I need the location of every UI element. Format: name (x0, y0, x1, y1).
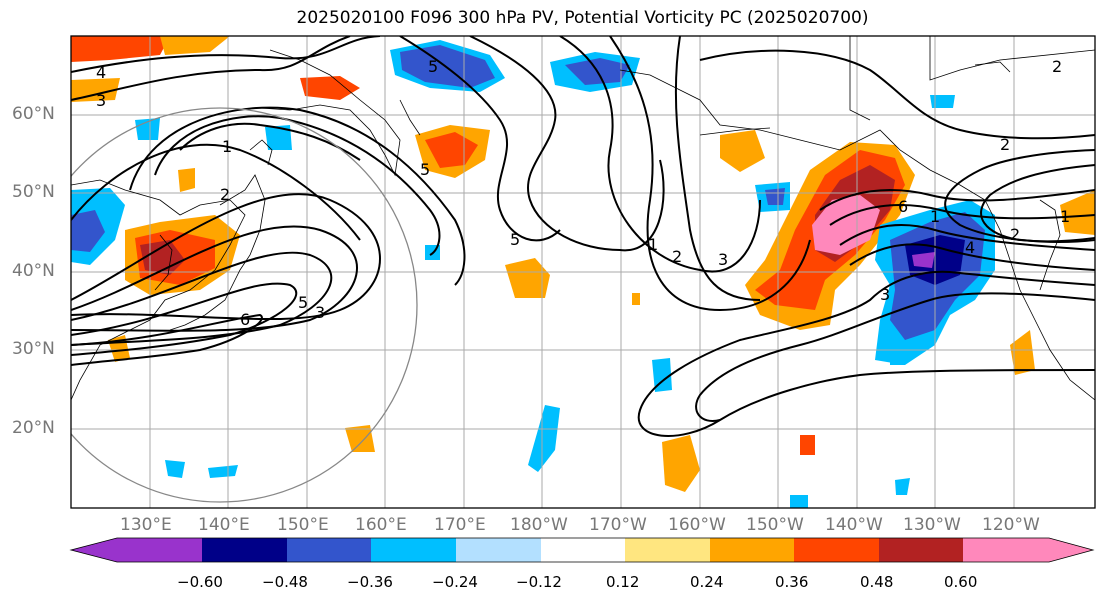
contour-label: 2 (1052, 57, 1062, 76)
colorbar-extend-max (1049, 538, 1093, 562)
colorbar-segments (71, 538, 1093, 562)
colorbar-extend-min (71, 538, 117, 562)
lon-label: 120°W (982, 515, 1040, 535)
contour-label: 4 (965, 238, 975, 257)
contour-label: 2 (672, 247, 682, 266)
colorbar-tick-label: 0.36 (775, 573, 809, 591)
colorbar-segment (963, 538, 1050, 562)
pv-map: 4 3 1 2 5 5 5 1 2 3 6 5 3 2 6 1 2 1 4 3 … (70, 35, 1096, 509)
contour-label: 1 (222, 137, 232, 156)
colorbar-segment (625, 538, 711, 562)
lon-label: 180°W (510, 515, 568, 535)
colorbar-segment (456, 538, 542, 562)
colorbar-tick-label: −0.36 (347, 573, 393, 591)
lat-label: 50°N (12, 182, 55, 202)
lon-label: 160°W (668, 515, 726, 535)
contour-label: 3 (315, 303, 325, 322)
colorbar-segment (710, 538, 795, 562)
colorbar-tick-label: −0.60 (177, 573, 223, 591)
coastlines (71, 36, 1095, 401)
pv-contours (71, 36, 1095, 437)
colorbar-tick-label: 0.24 (690, 573, 724, 591)
contour-label: 4 (96, 63, 106, 82)
lat-label: 60°N (12, 104, 55, 124)
contour-label: 5 (298, 293, 308, 312)
contour-label: 3 (96, 91, 106, 110)
lat-label: 20°N (12, 418, 55, 438)
colorbar-segment (879, 538, 964, 562)
lat-label: 40°N (12, 261, 55, 281)
lon-label: 170°W (589, 515, 647, 535)
colorbar-segment (794, 538, 880, 562)
colorbar-outline (69, 537, 1095, 563)
contour-label: 2 (220, 185, 230, 204)
reference-ring (71, 107, 418, 503)
contour-label: 6 (898, 197, 908, 216)
contour-label: 2 (1010, 225, 1020, 244)
lon-label: 140°W (825, 515, 883, 535)
contour-label: 1 (648, 235, 658, 254)
contour-label: 6 (240, 310, 250, 329)
colorbar-segment (371, 538, 457, 562)
contour-label: 1 (1060, 207, 1070, 226)
colorbar-tick-label: −0.12 (516, 573, 562, 591)
lon-label: 130°E (120, 515, 172, 535)
lon-label: 150°E (277, 515, 329, 535)
contour-label: 1 (930, 207, 940, 226)
lon-label: 130°W (903, 515, 961, 535)
colorbar-segment (541, 538, 626, 562)
contour-label: 2 (1000, 135, 1010, 154)
contour-label: 5 (420, 160, 430, 179)
map-frame (70, 35, 1096, 509)
contour-label: 5 (428, 57, 438, 76)
colorbar-segment (202, 538, 288, 562)
lon-label: 170°E (434, 515, 486, 535)
colorbar-tick-label: −0.48 (262, 573, 308, 591)
contour-label: 3 (880, 285, 890, 304)
contour-label-group: 4 3 1 2 5 5 5 1 2 3 6 5 3 2 6 1 2 1 4 3 … (96, 57, 1070, 329)
positive-anomaly-shading (71, 36, 1095, 492)
colorbar-tick-label: 0.48 (860, 573, 894, 591)
contour-label: 3 (718, 250, 728, 269)
lon-label: 150°W (746, 515, 804, 535)
colorbar-tick-label: −0.24 (432, 573, 478, 591)
colorbar-tick-label: 0.12 (606, 573, 640, 591)
colorbar-segment (117, 538, 203, 562)
graticule (71, 36, 1095, 508)
contour-label: 5 (510, 230, 520, 249)
lon-label: 140°E (198, 515, 250, 535)
lon-label: 160°E (355, 515, 407, 535)
lat-label: 30°N (12, 339, 55, 359)
colorbar-segment (287, 538, 372, 562)
colorbar-tick-label: 0.60 (944, 573, 978, 591)
chart-title: 2025020100 F096 300 hPa PV, Potential Vo… (296, 8, 869, 28)
